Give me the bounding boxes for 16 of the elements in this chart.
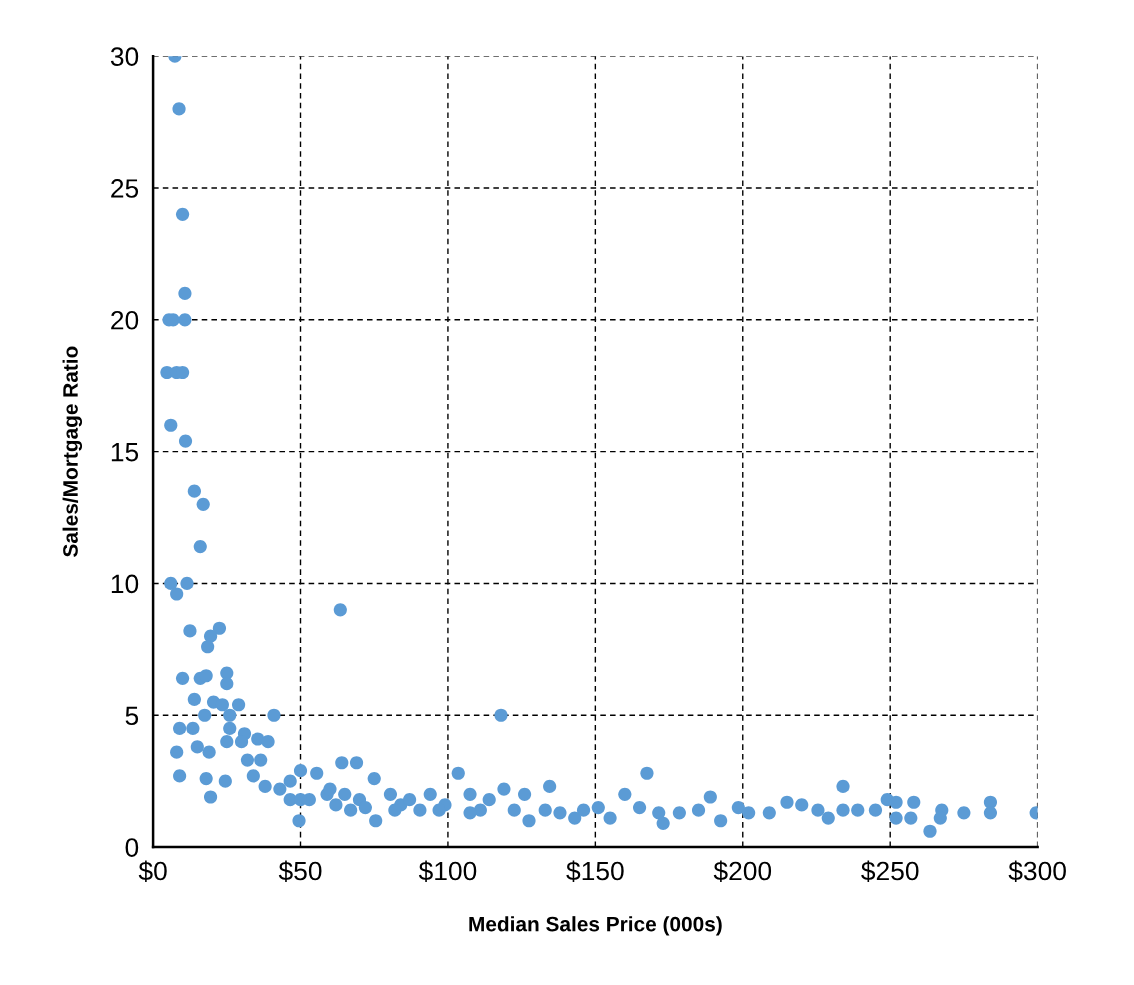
y-tick-label: 20 xyxy=(111,310,139,330)
x-tick-label: $0 xyxy=(138,860,167,882)
x-tick-label: $200 xyxy=(713,860,772,882)
y-tick-label: 25 xyxy=(111,179,139,198)
x-tick-label: $50 xyxy=(278,860,322,882)
x-tick-label: $250 xyxy=(861,860,919,882)
y-tick-label: 30 xyxy=(110,47,139,66)
y-tick-label: 10 xyxy=(111,574,139,594)
y-tick-label: 5 xyxy=(125,706,139,726)
x-tick-label: $100 xyxy=(418,860,477,882)
x-axis-title: Median Sales Price (000s) xyxy=(469,916,722,936)
y-tick-label: 15 xyxy=(111,443,139,462)
y-axis-title: Sales/Mortgage Ratio xyxy=(62,346,83,557)
x-tick-label: $300 xyxy=(1008,860,1066,882)
x-tick-label: $150 xyxy=(566,860,624,882)
y-tick-label: 0 xyxy=(125,838,139,857)
